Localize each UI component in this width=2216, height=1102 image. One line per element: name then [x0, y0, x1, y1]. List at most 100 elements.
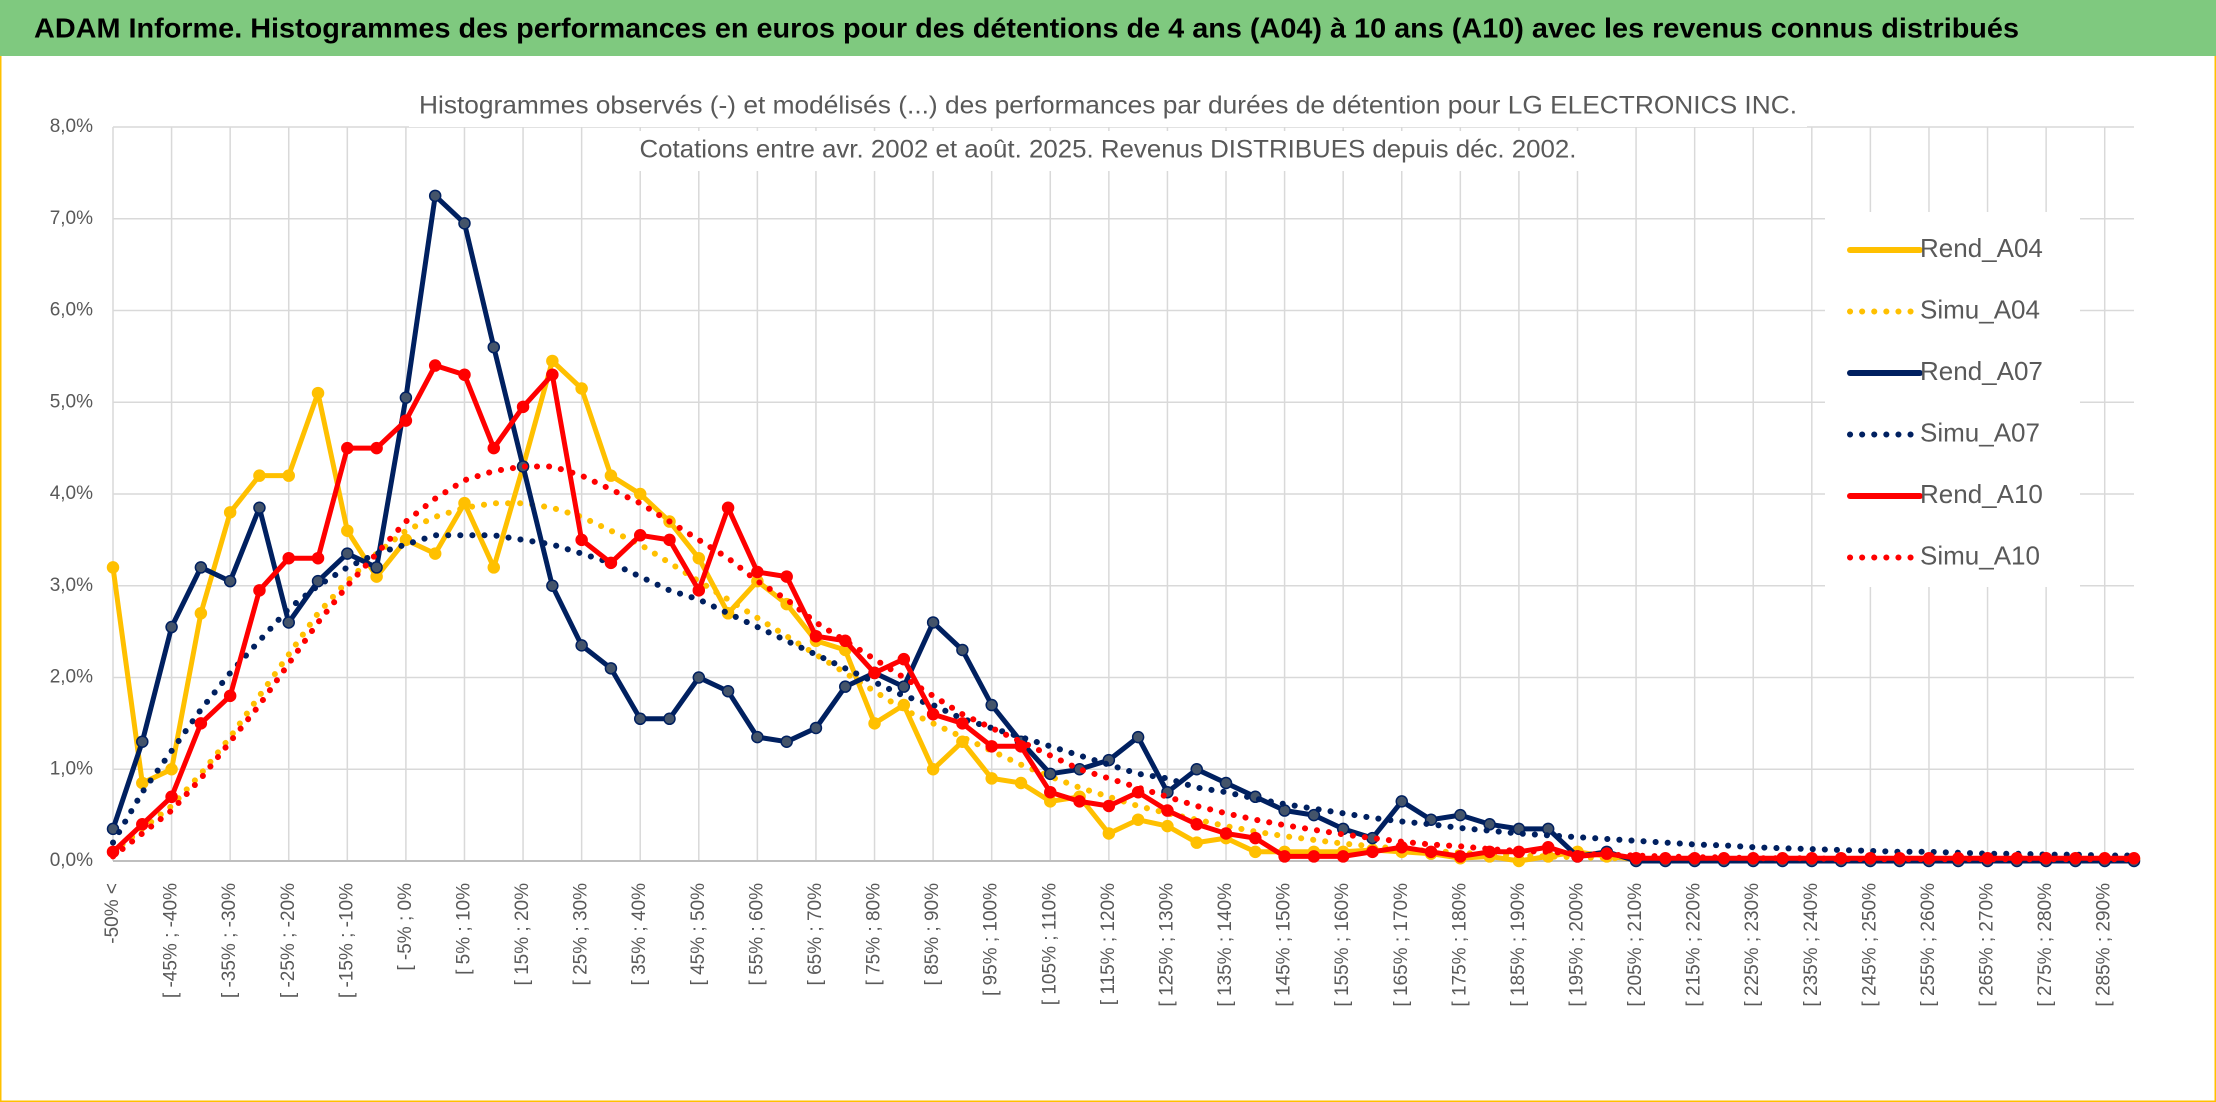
y-tick-label: 7,0% — [50, 208, 93, 229]
header-bar — [0, 0, 2216, 56]
data-point — [575, 639, 588, 652]
data-point — [721, 685, 735, 698]
x-tick-label: [ 35% ; 40% — [629, 883, 650, 986]
x-tick-label: [ 265% ; 270% — [1977, 883, 1998, 1007]
data-point — [428, 359, 442, 372]
data-point — [1044, 785, 1057, 799]
x-tick-label: [ 75% ; 80% — [864, 883, 885, 986]
data-point — [985, 698, 998, 712]
data-point — [868, 666, 881, 680]
data-point — [868, 717, 881, 730]
x-tick-label: [ 45% ; 50% — [688, 883, 709, 986]
data-point — [399, 391, 413, 404]
data-point — [1131, 730, 1145, 744]
data-point — [253, 584, 266, 597]
data-point — [253, 501, 266, 515]
data-point — [341, 441, 354, 455]
data-point — [1454, 850, 1467, 863]
x-tick-label: [ 225% ; 230% — [1742, 883, 1763, 1007]
data-point — [809, 629, 823, 643]
x-tick-label: [ 115% ; 120% — [1098, 883, 1119, 1005]
x-tick-label: -50% < — [102, 883, 123, 944]
data-point — [194, 717, 208, 730]
series-line — [110, 463, 2137, 863]
data-point — [106, 561, 120, 574]
data-point — [1366, 845, 1379, 859]
data-point — [546, 368, 559, 381]
data-point — [926, 616, 940, 629]
data-point — [194, 607, 208, 620]
data-point — [1336, 850, 1350, 863]
data-point — [1278, 804, 1291, 817]
data-point — [165, 790, 178, 804]
legend-label: Rend_A07 — [1920, 356, 2043, 386]
x-tick-label: [ 105% ; 110% — [1039, 883, 1060, 1005]
legend-label: Simu_A07 — [1920, 417, 2040, 447]
data-point — [370, 441, 383, 455]
data-point — [809, 721, 823, 735]
x-tick-label: [ 5% ; 10% — [453, 883, 474, 975]
data-point — [487, 561, 501, 574]
x-tick-label: [ -35% ; -30% — [219, 883, 240, 998]
data-point — [165, 620, 178, 634]
data-point — [1249, 831, 1262, 845]
y-tick-label: 0,0% — [50, 850, 93, 871]
x-tick-label: [ 65% ; 70% — [805, 883, 826, 986]
x-tick-label: [ 55% ; 60% — [746, 883, 767, 986]
chart-subtitle: Cotations entre avr. 2002 et août. 2025.… — [640, 136, 1577, 164]
x-tick-label: [ -5% ; 0% — [395, 883, 416, 971]
data-point — [487, 441, 501, 455]
data-point — [223, 689, 237, 703]
data-point — [1483, 818, 1496, 831]
data-point — [1424, 845, 1438, 859]
x-tick-label: [ 125% ; 130% — [1156, 883, 1177, 1007]
data-point — [1131, 813, 1145, 826]
data-point — [1307, 808, 1321, 822]
legend-label: Simu_A10 — [1920, 540, 2040, 570]
data-point — [399, 414, 413, 427]
x-tick-label: [ 25% ; 30% — [571, 883, 592, 986]
data-point — [428, 189, 442, 203]
x-tick-label: [ 135% ; 140% — [1215, 883, 1236, 1007]
legend-box — [1825, 212, 2080, 587]
data-point — [1219, 776, 1233, 790]
data-point — [956, 643, 969, 657]
data-point — [1454, 808, 1467, 822]
data-point — [1014, 776, 1028, 790]
data-point — [165, 763, 178, 776]
data-point — [311, 574, 325, 588]
x-tick-label: [ 235% ; 240% — [1801, 883, 1822, 1007]
data-point — [1161, 804, 1174, 817]
data-point — [1044, 767, 1057, 781]
data-point — [633, 712, 647, 726]
data-point — [692, 584, 706, 597]
data-point — [897, 652, 911, 666]
data-point — [311, 386, 325, 400]
data-point — [546, 354, 559, 368]
y-tick-label: 6,0% — [50, 300, 93, 321]
legend-label: Rend_A10 — [1920, 479, 2043, 509]
x-tick-label: [ 155% ; 160% — [1332, 883, 1353, 1007]
data-point — [633, 529, 647, 542]
data-point — [604, 556, 618, 570]
data-point — [604, 662, 618, 675]
x-tick-label: [ 205% ; 210% — [1625, 883, 1646, 1007]
x-tick-label: [ 275% ; 280% — [2035, 883, 2056, 1007]
x-tick-label: [ 165% ; 170% — [1391, 883, 1412, 1007]
subtitle-backing — [629, 131, 1587, 171]
data-point — [780, 735, 793, 748]
x-tick-label: [ -45% ; -40% — [161, 883, 182, 998]
data-point — [341, 524, 354, 537]
data-point — [604, 469, 618, 482]
y-tick-label: 4,0% — [50, 483, 93, 504]
data-point — [1102, 799, 1116, 813]
data-point — [458, 217, 471, 230]
y-tick-label: 8,0% — [50, 116, 93, 137]
data-point — [721, 501, 735, 515]
data-point — [1190, 763, 1203, 776]
x-tick-label: [ 175% ; 180% — [1449, 883, 1470, 1007]
data-point — [282, 616, 295, 629]
data-point — [282, 469, 295, 482]
